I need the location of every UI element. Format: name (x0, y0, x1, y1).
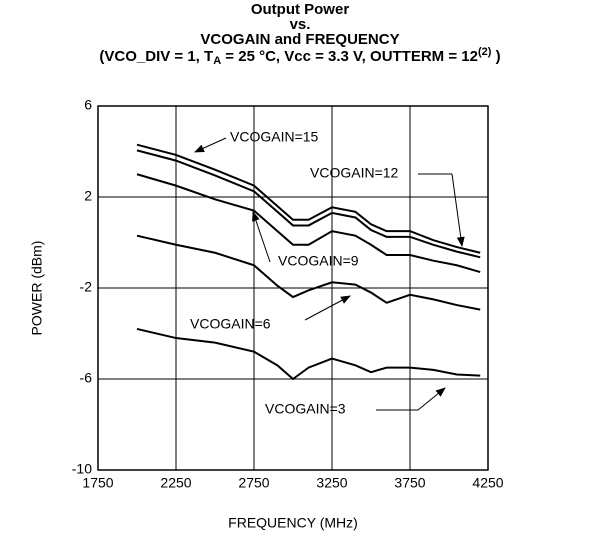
subtitle-part: ) (491, 48, 500, 65)
x-tick-label: 1750 (82, 475, 113, 491)
subtitle-part: = 25 °C, Vcc = 3.3 V, OUTTERM = 12 (221, 48, 478, 65)
y-tick-label: -6 (80, 370, 93, 386)
callout-arrow (451, 173, 465, 247)
subtitle-part: (VCO_DIV = 1, T (99, 48, 213, 65)
callout-arrow (417, 387, 446, 411)
x-tick-label: 3750 (394, 475, 425, 491)
y-tick-label: 6 (84, 97, 92, 113)
callout-arrow (304, 295, 351, 321)
series-line (136, 173, 481, 274)
x-tick-label: 2250 (160, 475, 191, 491)
chart-title: Output Power (251, 1, 349, 18)
chart-subtitle: (VCO_DIV = 1, TA = 25 °C, Vcc = 3.3 V, O… (99, 46, 500, 67)
series-label: VCOGAIN=3 (265, 401, 346, 417)
chart-title: VCOGAIN and FREQUENCY (200, 31, 399, 48)
chart-title: vs. (290, 16, 311, 33)
callout-arrow (252, 211, 271, 263)
series-line (136, 234, 481, 311)
y-tick-label: -10 (72, 461, 92, 477)
y-tick-label: -2 (80, 279, 93, 295)
series-label: VCOGAIN=12 (310, 165, 399, 181)
series-line (136, 149, 481, 259)
x-tick-label: 4250 (472, 475, 503, 491)
series-label: VCOGAIN=15 (230, 129, 319, 145)
series-line (136, 327, 481, 381)
series-label: VCOGAIN=9 (278, 253, 359, 269)
x-tick-label: 2750 (238, 475, 269, 491)
x-axis-label: FREQUENCY (MHz) (228, 515, 358, 531)
series-label: VCOGAIN=6 (190, 316, 271, 332)
y-axis-label: POWER (dBm) (29, 241, 45, 336)
subtitle-sup: (2) (478, 46, 492, 58)
callout-arrow (194, 137, 227, 153)
y-tick-label: 2 (84, 188, 92, 204)
x-tick-label: 3250 (316, 475, 347, 491)
series-line (136, 143, 481, 254)
plot-frame (97, 105, 489, 471)
subtitle-sub: A (213, 55, 221, 67)
